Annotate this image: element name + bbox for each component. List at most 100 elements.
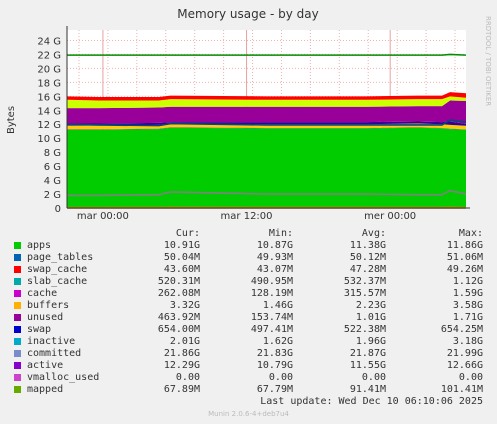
area-buffers bbox=[67, 100, 466, 124]
legend-value-avg: 522.38M bbox=[343, 324, 386, 335]
chart-canvas: Memory usage - by day Bytes RRDTOOL / TO… bbox=[6, 7, 492, 222]
legend-value-max: 3.18G bbox=[452, 336, 483, 347]
legend-row-active: active 12.29G 10.79G 11.55G 12.66G bbox=[0, 360, 497, 372]
y-tick-label: 12 G bbox=[37, 120, 61, 131]
legend-swatch bbox=[14, 254, 21, 261]
legend-value-cur: 10.91G bbox=[163, 240, 200, 251]
y-tick-label: 0 bbox=[55, 204, 61, 215]
legend-value-max: 12.66G bbox=[446, 360, 483, 371]
legend-series-name: active bbox=[27, 360, 64, 371]
legend-value-max: 654.25M bbox=[440, 324, 483, 335]
legend-value-cur: 654.00M bbox=[157, 324, 200, 335]
legend-value-cur: 12.29G bbox=[163, 360, 200, 371]
y-tick-label: 4 G bbox=[44, 176, 61, 187]
legend-value-avg: 21.87G bbox=[349, 348, 386, 359]
legend-value-min: 21.83G bbox=[256, 348, 293, 359]
y-tick-label: 22 G bbox=[37, 50, 61, 61]
legend-value-cur: 0.00 bbox=[175, 372, 200, 383]
legend-value-min: 10.87G bbox=[256, 240, 293, 251]
legend-swatch bbox=[14, 290, 21, 297]
legend-row-mapped: mapped 67.89M 67.79M 91.41M 101.41M bbox=[0, 384, 497, 396]
legend-value-cur: 67.89M bbox=[163, 384, 200, 395]
legend-value-avg: 532.37M bbox=[343, 276, 386, 287]
legend-value-min: 1.46G bbox=[262, 300, 293, 311]
header-min: Min: bbox=[268, 228, 293, 239]
legend-swatch bbox=[14, 338, 21, 345]
legend-series-name: mapped bbox=[27, 384, 64, 395]
legend-header: Cur: Min: Avg: Max: bbox=[0, 228, 497, 240]
legend-swatch bbox=[14, 314, 21, 321]
x-tick-label: mar 12:00 bbox=[221, 211, 273, 222]
y-tick-label: 10 G bbox=[37, 134, 61, 145]
y-tick-label: 2 G bbox=[44, 190, 61, 201]
legend-value-min: 497.41M bbox=[250, 324, 293, 335]
legend-value-max: 1.12G bbox=[452, 276, 483, 287]
legend-value-max: 11.86G bbox=[446, 240, 483, 251]
stack-areas bbox=[67, 92, 466, 208]
y-tick-label: 18 G bbox=[37, 78, 61, 89]
legend-series-name: cache bbox=[27, 288, 58, 299]
axes: 0 2 G 4 G 6 G 8 G 10 G 12 G 14 G 16 G 18 G 20 G 22 … bbox=[37, 26, 470, 222]
legend-value-min: 49.93M bbox=[256, 252, 293, 263]
legend-swatch bbox=[14, 278, 21, 285]
area-page-tables bbox=[67, 127, 466, 130]
munin-version: Munin 2.0.6-4+deb7u4 bbox=[208, 410, 289, 418]
legend-value-cur: 50.04M bbox=[163, 252, 200, 263]
legend-value-avg: 11.38G bbox=[349, 240, 386, 251]
legend-value-cur: 3.32G bbox=[169, 300, 200, 311]
legend-value-avg: 2.23G bbox=[355, 300, 386, 311]
legend-value-avg: 11.55G bbox=[349, 360, 386, 371]
x-tick-label: mer 00:00 bbox=[364, 211, 416, 222]
legend-value-cur: 463.92M bbox=[157, 312, 200, 323]
area-unused bbox=[67, 96, 466, 109]
legend-value-min: 490.95M bbox=[250, 276, 293, 287]
legend-value-max: 101.41M bbox=[440, 384, 483, 395]
legend-value-cur: 43.60M bbox=[163, 264, 200, 275]
legend-value-cur: 2.01G bbox=[169, 336, 200, 347]
legend-row-swap-cache: swap_cache 43.60M 43.07M 47.28M 49.26M bbox=[0, 264, 497, 276]
legend: Cur: Min: Avg: Max: apps 10.91G 10.87G 11.3… bbox=[0, 228, 497, 396]
legend-series-name: inactive bbox=[27, 336, 76, 347]
legend-value-avg: 315.57M bbox=[343, 288, 386, 299]
legend-swatch bbox=[14, 266, 21, 273]
legend-value-max: 21.99G bbox=[446, 348, 483, 359]
line-committed bbox=[67, 53, 467, 56]
legend-value-min: 153.74M bbox=[250, 312, 293, 323]
legend-value-cur: 520.31M bbox=[157, 276, 200, 287]
y-axis-label: Bytes bbox=[6, 106, 17, 134]
legend-value-avg: 1.01G bbox=[355, 312, 386, 323]
x-tick-label: mar 00:00 bbox=[77, 211, 129, 222]
legend-series-name: vmalloc_used bbox=[27, 372, 100, 383]
legend-row-cache: cache 262.08M 128.19M 315.57M 1.59G bbox=[0, 288, 497, 300]
header-cur: Cur: bbox=[175, 228, 200, 239]
legend-series-name: swap bbox=[27, 324, 52, 335]
y-tick-label: 16 G bbox=[37, 92, 61, 103]
legend-row-swap: swap 654.00M 497.41M 522.38M 654.25M bbox=[0, 324, 497, 336]
legend-row-slab-cache: slab_cache 520.31M 490.95M 532.37M 1.12G bbox=[0, 276, 497, 288]
last-update: Last update: Wed Dec 10 06:10:06 2025 bbox=[260, 396, 483, 407]
chart-title: Memory usage - by day bbox=[177, 7, 318, 21]
legend-series-name: page_tables bbox=[27, 252, 94, 263]
legend-swatch bbox=[14, 362, 21, 369]
legend-value-min: 10.79G bbox=[256, 360, 293, 371]
legend-series-name: slab_cache bbox=[27, 276, 88, 287]
legend-row-apps: apps 10.91G 10.87G 11.38G 11.86G bbox=[0, 240, 497, 252]
y-tick-label: 6 G bbox=[44, 162, 61, 173]
line-active bbox=[66, 119, 467, 127]
area-swap bbox=[67, 92, 466, 101]
legend-value-cur: 21.86G bbox=[163, 348, 200, 359]
header-max: Max: bbox=[458, 228, 483, 239]
legend-value-max: 51.06M bbox=[446, 252, 483, 263]
legend-row-vmalloc-used: vmalloc_used 0.00 0.00 0.00 0.00 bbox=[0, 372, 497, 384]
y-tick-label: 20 G bbox=[37, 64, 61, 75]
legend-value-min: 0.00 bbox=[268, 372, 293, 383]
legend-series-name: unused bbox=[27, 312, 64, 323]
y-tick-label: 8 G bbox=[44, 148, 61, 159]
legend-series-name: committed bbox=[27, 348, 82, 359]
area-cache bbox=[67, 121, 466, 126]
legend-row-unused: unused 463.92M 153.74M 1.01G 1.71G bbox=[0, 312, 497, 324]
legend-swatch bbox=[14, 242, 21, 249]
y-tick-label: 24 G bbox=[37, 36, 61, 47]
legend-value-min: 128.19M bbox=[250, 288, 293, 299]
